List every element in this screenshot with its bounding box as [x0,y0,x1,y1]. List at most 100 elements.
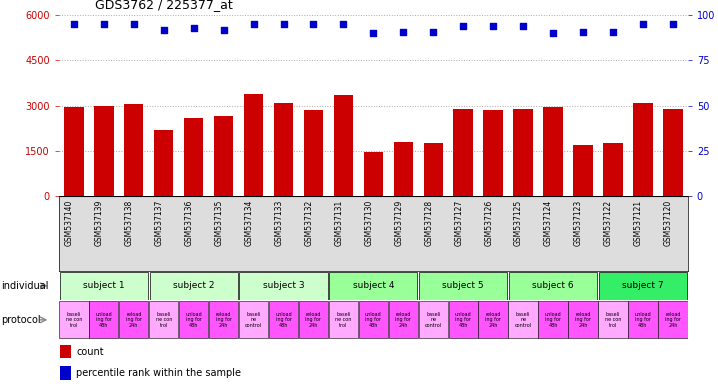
Bar [60,345,72,358]
Text: count: count [77,347,104,357]
Point [188,25,200,31]
Text: GSM537126: GSM537126 [484,200,493,246]
Bar [483,110,503,196]
Text: reload
ing for
24h: reload ing for 24h [665,311,681,328]
Bar [569,301,597,338]
Bar [94,106,113,196]
Bar [363,152,383,196]
Point [427,28,439,35]
Bar [603,143,623,196]
Text: baseli
ne con
trol: baseli ne con trol [65,311,82,328]
Text: GSM537137: GSM537137 [154,200,164,246]
Text: baseli
ne con
trol: baseli ne con trol [605,311,621,328]
Bar [419,272,507,300]
Text: GSM537133: GSM537133 [274,200,284,246]
Bar [239,301,269,338]
Text: GSM537123: GSM537123 [574,200,583,246]
Text: protocol: protocol [1,315,40,325]
Bar [214,116,233,196]
Bar [658,301,688,338]
Text: GSM537136: GSM537136 [185,200,194,246]
Text: unload
ing for
48h: unload ing for 48h [275,311,292,328]
Bar [329,301,358,338]
Text: GSM537122: GSM537122 [604,200,613,246]
Text: reload
ing for
24h: reload ing for 24h [305,311,322,328]
Bar [124,104,144,196]
Bar [240,272,327,300]
Text: unload
ing for
48h: unload ing for 48h [185,311,202,328]
Bar [119,301,149,338]
Point [158,27,169,33]
Text: subject 1: subject 1 [83,281,125,290]
Text: reload
ing for
24h: reload ing for 24h [396,311,411,328]
Bar [508,301,538,338]
Text: subject 3: subject 3 [263,281,304,290]
Bar [628,301,658,338]
Text: subject 5: subject 5 [442,281,484,290]
Bar [538,301,568,338]
Bar [209,301,238,338]
Point [398,28,409,35]
Text: percentile rank within the sample: percentile rank within the sample [77,368,241,378]
Text: unload
ing for
48h: unload ing for 48h [365,311,382,328]
Bar [663,109,683,196]
Text: unload
ing for
48h: unload ing for 48h [95,311,112,328]
Text: GSM537130: GSM537130 [364,200,373,246]
Text: GSM537129: GSM537129 [394,200,404,246]
Point [128,22,139,28]
Bar [304,110,323,196]
Bar [513,109,533,196]
Bar [179,301,208,338]
Bar [393,142,413,196]
Bar [184,118,203,196]
Text: unload
ing for
48h: unload ing for 48h [635,311,651,328]
Text: GSM537121: GSM537121 [634,200,643,246]
Point [488,23,499,29]
Point [547,30,559,36]
Point [577,28,589,35]
Bar [544,107,563,196]
Bar [478,301,508,338]
Bar [424,143,443,196]
Text: baseli
ne con
trol: baseli ne con trol [156,311,172,328]
Text: subject 2: subject 2 [173,281,215,290]
Text: subject 7: subject 7 [622,281,663,290]
Bar [149,272,238,300]
Text: GSM537127: GSM537127 [454,200,463,246]
Bar [359,301,388,338]
Bar [454,109,473,196]
Point [337,22,349,28]
Text: baseli
ne
control: baseli ne control [515,311,531,328]
Text: GSM537128: GSM537128 [424,200,433,246]
Text: baseli
ne
control: baseli ne control [425,311,442,328]
Text: GSM537131: GSM537131 [335,200,343,246]
Text: reload
ing for
24h: reload ing for 24h [126,311,141,328]
Point [667,22,679,28]
Text: GSM537139: GSM537139 [95,200,104,246]
Text: reload
ing for
24h: reload ing for 24h [485,311,501,328]
Text: GSM537138: GSM537138 [125,200,134,246]
Bar [509,272,597,300]
Bar [274,103,293,196]
Point [248,22,259,28]
Bar [60,272,148,300]
Text: subject 6: subject 6 [532,281,574,290]
Bar [633,103,653,196]
Point [308,22,320,28]
Point [218,27,229,33]
Text: GSM537135: GSM537135 [215,200,223,246]
Point [457,23,469,29]
Text: unload
ing for
48h: unload ing for 48h [545,311,561,328]
Text: reload
ing for
24h: reload ing for 24h [575,311,591,328]
Bar [60,366,72,379]
Bar [269,301,298,338]
Point [368,30,379,36]
Bar [64,107,83,196]
Bar [449,301,478,338]
Bar [330,272,417,300]
Point [98,22,110,28]
Point [278,22,289,28]
Point [637,22,648,28]
Text: unload
ing for
48h: unload ing for 48h [454,311,472,328]
Bar [598,301,628,338]
